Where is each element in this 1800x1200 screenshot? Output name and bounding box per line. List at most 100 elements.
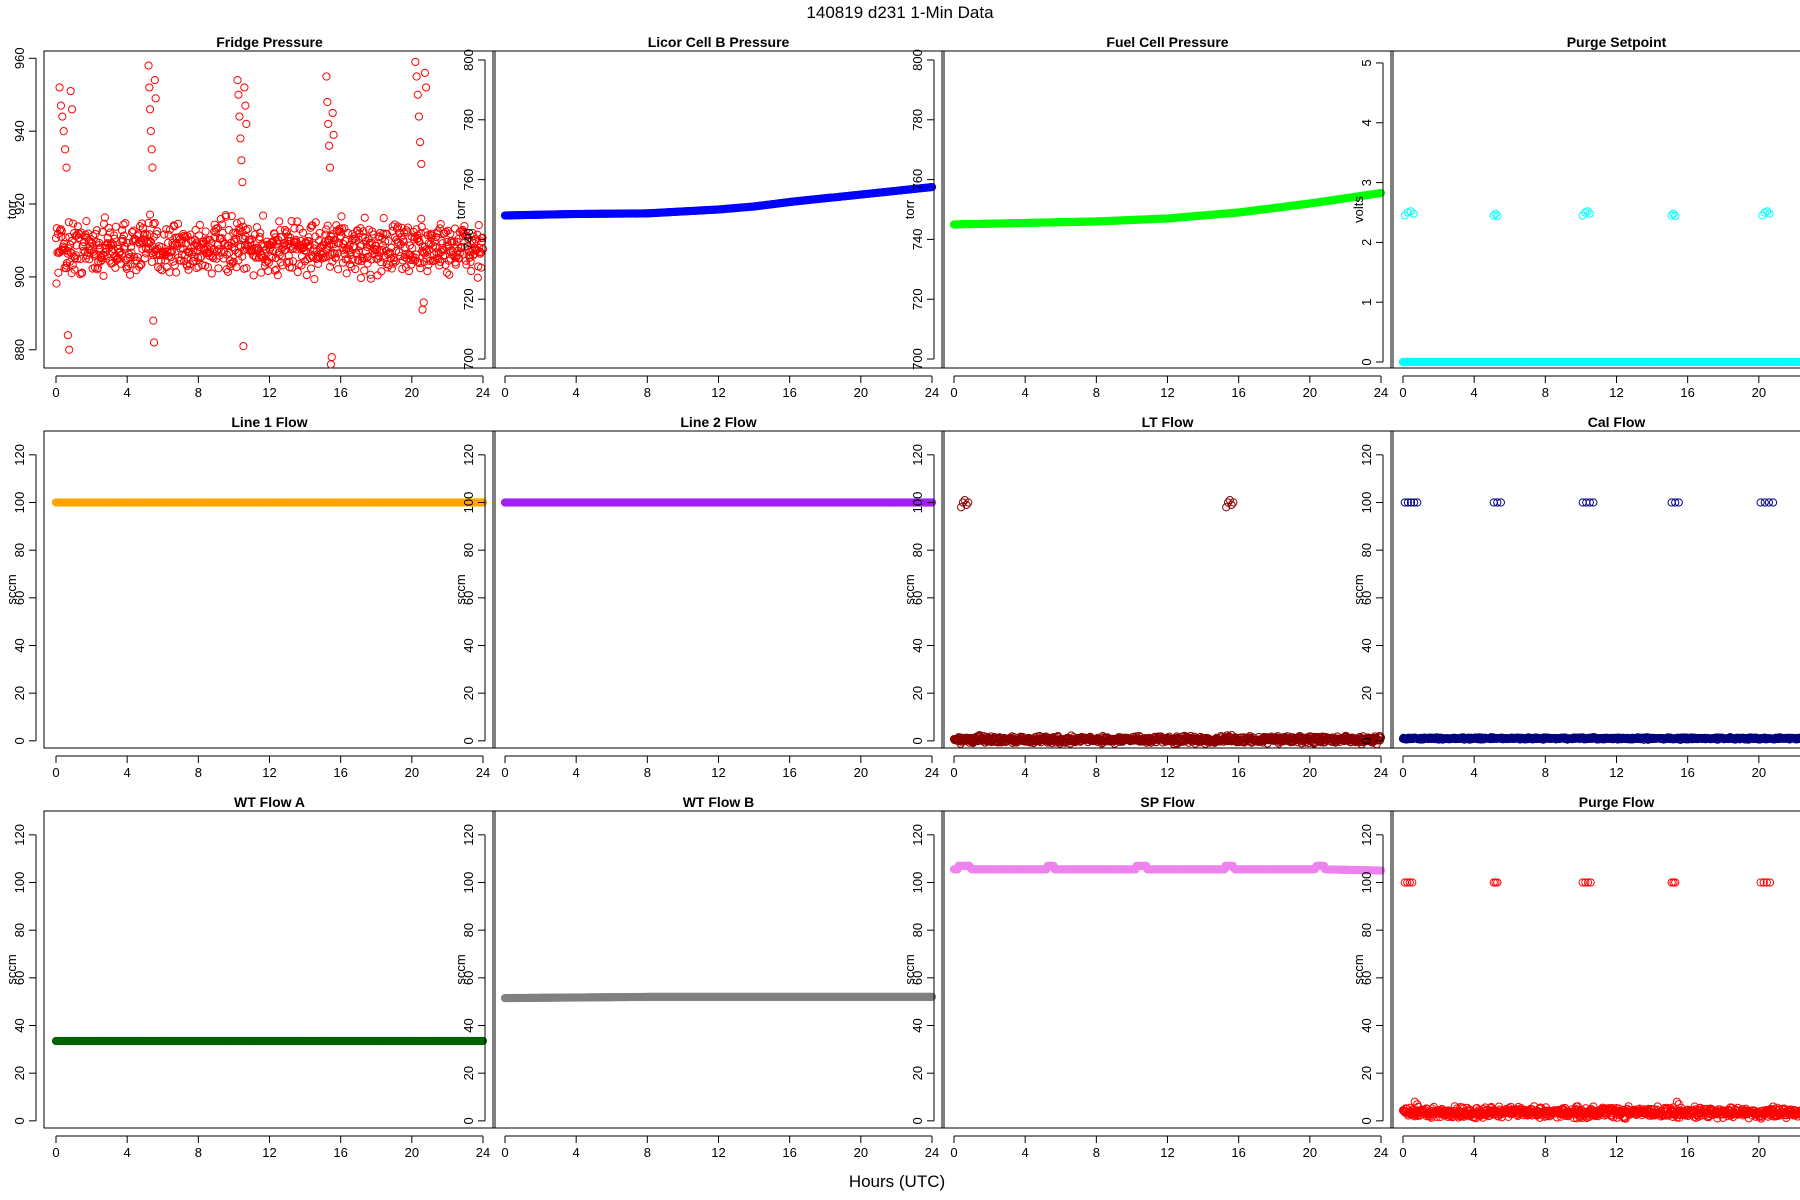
x-tick-label: 24 bbox=[1374, 385, 1388, 400]
spike-point bbox=[414, 112, 424, 121]
data-point bbox=[104, 239, 113, 248]
y-tick-label: 760 bbox=[910, 169, 925, 191]
series-points bbox=[51, 57, 488, 369]
x-tick-label: 4 bbox=[573, 385, 580, 400]
y-axis-label: sccm bbox=[902, 574, 917, 604]
x-tick-label: 12 bbox=[1609, 385, 1623, 400]
data-point bbox=[388, 222, 397, 231]
spike-point bbox=[151, 94, 160, 103]
data-point bbox=[121, 219, 130, 228]
data-point bbox=[68, 219, 78, 228]
y-tick-label: 80 bbox=[1359, 543, 1374, 557]
x-tick-label: 12 bbox=[1160, 385, 1174, 400]
data-point bbox=[57, 226, 66, 235]
data-point bbox=[176, 256, 186, 265]
data-point bbox=[1376, 188, 1386, 198]
panel-title: Fridge Pressure bbox=[216, 34, 323, 50]
data-point bbox=[425, 256, 434, 265]
data-point bbox=[66, 240, 75, 249]
data-point bbox=[256, 228, 265, 237]
data-point bbox=[136, 260, 145, 270]
data-point bbox=[268, 246, 278, 255]
data-point bbox=[260, 249, 269, 258]
x-tick-label: 0 bbox=[1399, 385, 1406, 400]
x-tick-label: 16 bbox=[333, 385, 347, 400]
x-tick-label: 0 bbox=[950, 765, 957, 780]
spike-point bbox=[149, 338, 159, 347]
data-point bbox=[389, 259, 398, 268]
data-point bbox=[445, 270, 454, 279]
data-point bbox=[435, 224, 444, 233]
data-point bbox=[117, 226, 127, 235]
data-point bbox=[390, 256, 399, 265]
x-tick-label: 20 bbox=[1303, 385, 1317, 400]
spike-point bbox=[63, 331, 72, 340]
data-point bbox=[341, 236, 350, 245]
series-points bbox=[1398, 207, 1800, 367]
data-point bbox=[119, 231, 129, 240]
data-point bbox=[104, 223, 113, 233]
data-point bbox=[302, 270, 311, 280]
data-point bbox=[384, 237, 393, 246]
x-tick-label: 20 bbox=[1303, 765, 1317, 780]
spike-point bbox=[237, 156, 246, 165]
data-point bbox=[366, 274, 376, 283]
spike-point bbox=[416, 137, 425, 147]
data-point bbox=[442, 268, 452, 277]
data-point bbox=[135, 262, 144, 271]
y-tick-label: 700 bbox=[910, 348, 925, 370]
spike-point bbox=[145, 83, 154, 92]
data-point bbox=[436, 219, 445, 229]
plot-frame bbox=[941, 430, 1394, 749]
data-point bbox=[102, 252, 111, 261]
data-point bbox=[334, 265, 343, 274]
x-tick-label: 16 bbox=[782, 765, 796, 780]
spike-point bbox=[59, 127, 68, 136]
data-point bbox=[137, 219, 147, 228]
spike-point bbox=[62, 163, 71, 172]
x-tick-label: 12 bbox=[1160, 765, 1174, 780]
data-point bbox=[343, 255, 352, 264]
data-point bbox=[298, 228, 308, 237]
data-point bbox=[357, 241, 366, 250]
panel-title: Line 2 Flow bbox=[680, 414, 756, 430]
y-tick-label: 4 bbox=[1359, 119, 1374, 126]
y-tick-label: 0 bbox=[1359, 737, 1374, 744]
data-point bbox=[81, 254, 91, 263]
x-tick-label: 24 bbox=[925, 385, 939, 400]
data-point bbox=[254, 253, 263, 262]
data-point bbox=[272, 265, 281, 274]
data-point bbox=[189, 256, 198, 266]
x-tick-label: 16 bbox=[1231, 765, 1245, 780]
data-point bbox=[460, 221, 469, 231]
panel-title: Fuel Cell Pressure bbox=[1106, 34, 1228, 50]
data-point bbox=[57, 232, 66, 241]
spike-point bbox=[327, 352, 336, 362]
data-point bbox=[346, 250, 355, 260]
spike-point bbox=[420, 68, 429, 77]
data-point bbox=[147, 257, 157, 266]
spike-point bbox=[145, 105, 155, 114]
x-tick-label: 4 bbox=[1022, 765, 1029, 780]
data-point bbox=[439, 245, 449, 254]
spike-point bbox=[146, 127, 155, 136]
data-point bbox=[108, 240, 118, 249]
data-point bbox=[429, 241, 438, 250]
spike-point bbox=[322, 72, 331, 81]
y-tick-label: 800 bbox=[461, 49, 476, 71]
data-point bbox=[87, 237, 96, 246]
data-point bbox=[443, 237, 452, 247]
spike-point bbox=[147, 145, 156, 154]
data-point bbox=[331, 253, 340, 262]
data-point bbox=[405, 241, 414, 250]
data-point bbox=[118, 236, 128, 246]
spike-point bbox=[418, 305, 427, 314]
spike-point bbox=[324, 119, 333, 128]
data-point bbox=[362, 253, 371, 263]
data-point bbox=[257, 268, 266, 277]
data-point bbox=[110, 234, 119, 243]
data-point bbox=[214, 245, 224, 254]
